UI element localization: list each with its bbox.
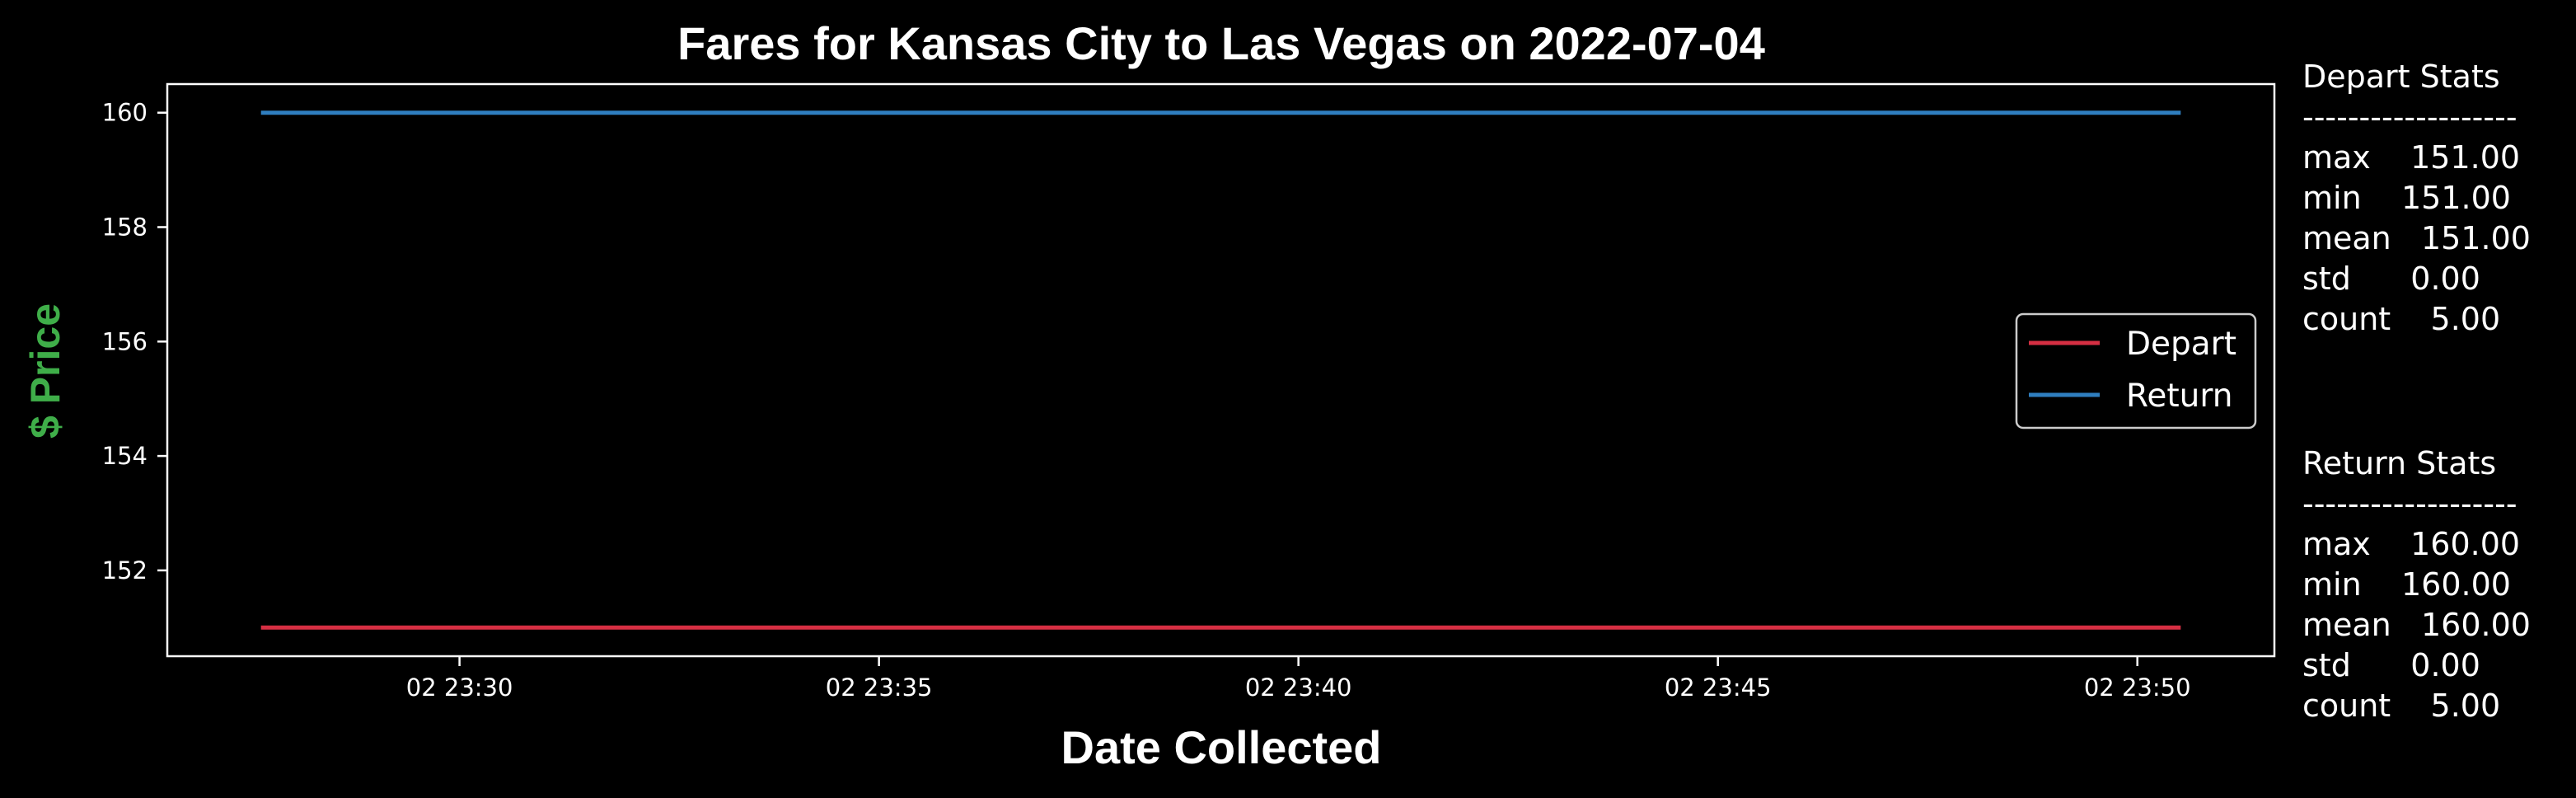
depart-stats-max: max 151.00 [2302,139,2521,176]
y-tick-label: 154 [102,442,148,470]
depart-stats-separator: ------------------- [2302,99,2517,135]
depart-stats-title: Depart Stats [2302,59,2500,95]
x-axis-label: Date Collected [1061,721,1382,773]
depart-stats-mean: mean 151.00 [2302,220,2531,256]
return-stats-title: Return Stats [2302,445,2497,481]
depart-stats-panel: Depart Stats ------------------- max 151… [2302,57,2566,340]
y-tick-label: 160 [102,99,148,127]
x-tick-label: 02 23:40 [1245,674,1352,702]
y-tick-label: 158 [102,214,148,242]
return-stats-separator: ------------------- [2302,486,2517,522]
y-tick-label: 152 [102,556,148,584]
return-stats-min: min 160.00 [2302,566,2511,603]
return-stats-panel: Return Stats ------------------- max 160… [2302,444,2566,726]
plot-frame [166,82,2276,658]
y-tick-label: 156 [102,327,148,355]
x-tick-label: 02 23:45 [1665,674,1772,702]
depart-stats-min: min 151.00 [2302,180,2511,216]
return-stats-max: max 160.00 [2302,526,2521,562]
chart-title: Fares for Kansas City to Las Vegas on 20… [677,17,1765,69]
depart-stats-std: std 0.00 [2302,261,2480,297]
x-tick-label: 02 23:35 [826,674,933,702]
return-stats-count: count 5.00 [2302,688,2501,724]
chart-legend: Depart Return [2015,312,2257,430]
x-tick-label: 02 23:50 [2084,674,2191,702]
x-tick-label: 02 23:30 [406,674,513,702]
legend-label-return: Return [2126,378,2232,415]
legend-label-depart: Depart [2126,326,2236,363]
plot-area: 02 23:30 02 23:35 02 23:40 02 23:45 02 23:50… [102,82,2276,702]
y-axis-label: $ Price [22,303,68,439]
return-stats-mean: mean 160.00 [2302,607,2531,643]
depart-stats-count: count 5.00 [2302,301,2501,337]
return-stats-std: std 0.00 [2302,647,2480,683]
